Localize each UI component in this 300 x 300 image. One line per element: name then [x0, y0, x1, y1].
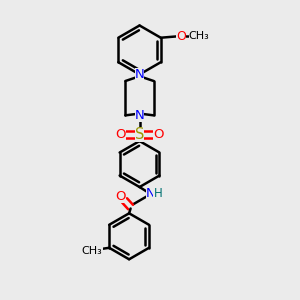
Text: N: N	[135, 68, 144, 81]
Text: O: O	[116, 190, 126, 203]
Text: O: O	[176, 30, 186, 43]
Text: N: N	[146, 187, 155, 200]
Text: CH₃: CH₃	[189, 31, 209, 41]
Text: O: O	[115, 128, 126, 141]
Text: S: S	[135, 127, 144, 142]
Text: H: H	[153, 187, 162, 200]
Text: O: O	[153, 128, 164, 141]
Text: CH₃: CH₃	[82, 246, 103, 256]
Text: N: N	[135, 109, 144, 122]
